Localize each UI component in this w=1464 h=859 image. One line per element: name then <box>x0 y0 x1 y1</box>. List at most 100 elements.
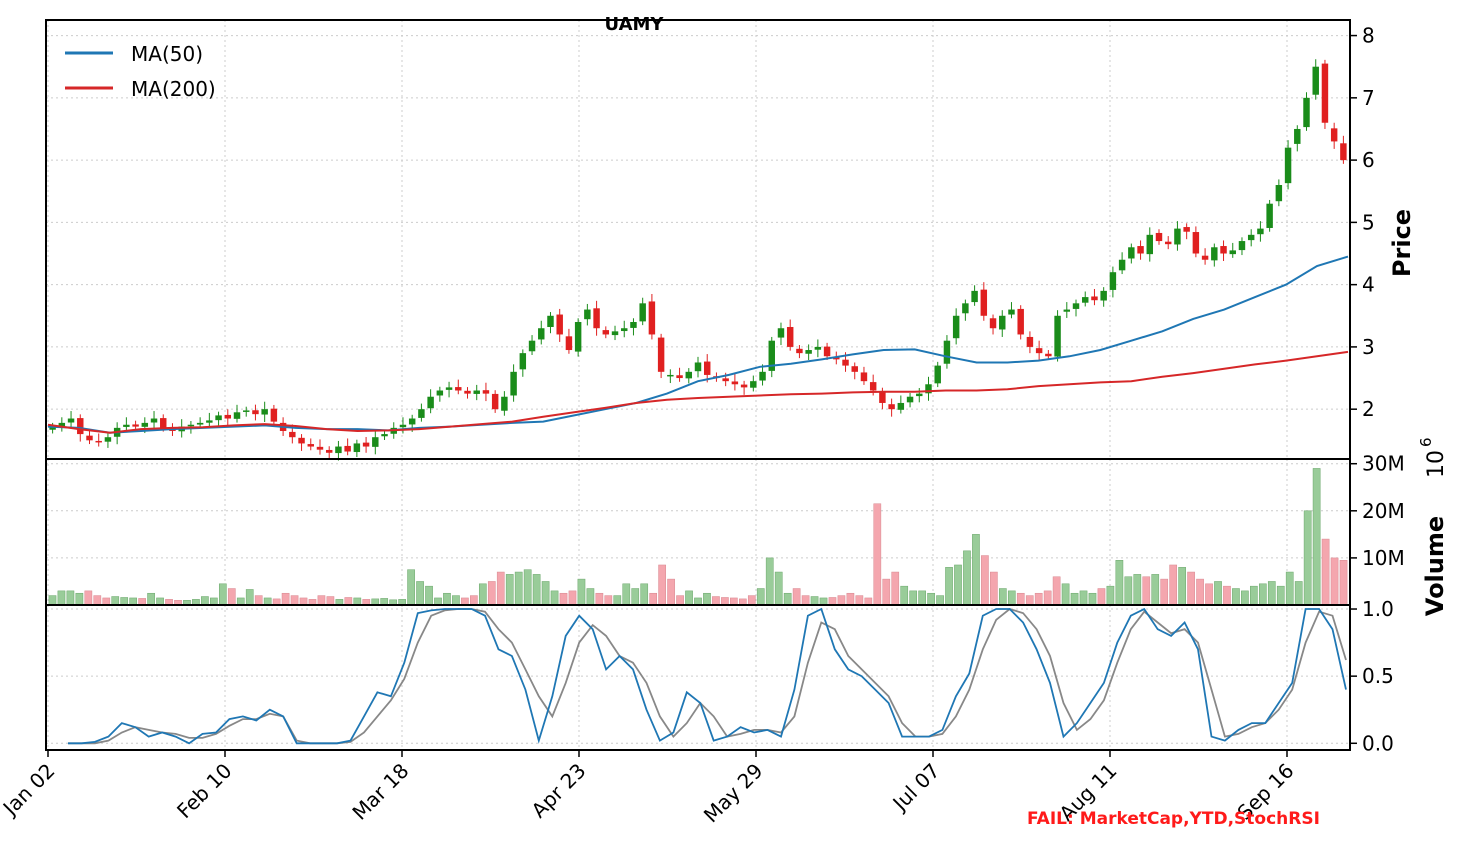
candle-body <box>759 371 766 381</box>
candle-body <box>1063 309 1071 312</box>
volume-bar <box>765 557 774 606</box>
grid-lines <box>46 20 1350 750</box>
volume-bar <box>1241 590 1249 606</box>
candle-body <box>123 424 130 427</box>
candle-body <box>408 418 416 425</box>
volume-bar <box>1321 538 1330 606</box>
candle-body <box>501 396 508 411</box>
volume-bar <box>541 581 550 606</box>
candle-body <box>1137 246 1144 254</box>
candle-body <box>335 446 342 454</box>
volume-bar <box>84 590 93 606</box>
candle-body <box>1284 147 1292 184</box>
price-tick-label: 5 <box>1362 210 1375 234</box>
ma200-line <box>47 350 1349 434</box>
stoch-k-line <box>68 607 1347 745</box>
volume-bar <box>855 595 864 606</box>
candle-body <box>740 384 748 388</box>
volume-bar <box>981 555 989 606</box>
volume-scale-exponent: 6 <box>1417 437 1435 447</box>
price-tick-label: 7 <box>1362 86 1375 110</box>
volume-bar <box>218 583 227 606</box>
volume-bar <box>685 590 693 606</box>
volume-bar <box>290 595 299 606</box>
candle-body <box>215 415 222 421</box>
candle-body <box>962 303 969 314</box>
candle-body <box>160 418 167 428</box>
candle-body <box>418 409 425 418</box>
candle-body <box>842 359 849 366</box>
volume-bar <box>1196 578 1204 606</box>
volume-bar <box>864 597 873 606</box>
volume-bar <box>756 588 765 606</box>
candle-body <box>1340 143 1347 161</box>
volume-bar <box>254 595 263 606</box>
candle-body <box>86 435 93 441</box>
candle-body <box>491 393 499 410</box>
volume-bar <box>1097 588 1106 606</box>
candle-body <box>611 331 619 336</box>
volume-bar <box>963 550 971 606</box>
candle-body <box>786 326 794 347</box>
volume-tick-label: 30M <box>1362 452 1405 476</box>
candle-body <box>989 318 997 329</box>
x-tick-label: May 29 <box>699 759 768 828</box>
price-panel <box>47 59 1349 461</box>
candle-body <box>777 328 785 338</box>
volume-bar <box>604 595 613 606</box>
candle-body <box>206 420 213 423</box>
volume-bar <box>712 596 720 606</box>
candle-body <box>58 422 66 427</box>
price-tick-label: 2 <box>1362 397 1375 421</box>
volume-bar <box>102 597 111 606</box>
legend: MA(50) MA(200) <box>65 42 216 101</box>
candle-body <box>307 444 314 447</box>
candle-body <box>934 365 941 384</box>
candle-body <box>289 431 296 438</box>
candle-body <box>261 409 268 415</box>
volume-bar <box>559 592 568 606</box>
volume-bar <box>801 595 810 606</box>
volume-bar <box>353 597 362 606</box>
volume-bar <box>496 571 505 606</box>
volume-bar <box>1160 578 1169 606</box>
candle-body <box>1192 232 1200 254</box>
stoch-tick-label: 0.5 <box>1362 664 1394 688</box>
volume-bar <box>595 592 604 606</box>
candle-body <box>270 408 278 422</box>
volume-bar <box>75 592 84 606</box>
volume-bar <box>1250 585 1258 606</box>
candle-body <box>1174 228 1181 245</box>
volume-bar <box>1061 583 1070 606</box>
candle-body <box>971 290 978 303</box>
candle-body <box>1321 63 1329 123</box>
volume-bar <box>1285 571 1294 606</box>
volume-bar <box>129 597 138 606</box>
volume-bar <box>613 595 622 606</box>
volume-bar <box>425 585 433 606</box>
volume-bar <box>1223 585 1231 606</box>
volume-bar <box>730 597 738 606</box>
candle-body <box>427 396 434 409</box>
candle-body <box>150 418 158 423</box>
candle-body <box>869 382 877 391</box>
volume-bar <box>326 596 335 606</box>
volume-bar <box>281 592 290 606</box>
candle-body <box>768 340 775 371</box>
candle-body <box>1026 336 1034 347</box>
volume-bar <box>1276 585 1285 606</box>
price-tick-label: 4 <box>1362 273 1375 297</box>
volume-bar <box>93 595 102 606</box>
candle-body <box>1045 353 1052 357</box>
candle-body <box>233 412 241 419</box>
candle-body <box>888 404 895 410</box>
volume-scale-base: 10 <box>1424 450 1449 478</box>
candle-body <box>362 442 370 447</box>
volume-bar <box>891 571 900 606</box>
candle-body <box>906 396 914 403</box>
candle-body <box>593 308 600 329</box>
candle-body <box>879 391 886 403</box>
volume-bar <box>1178 567 1186 606</box>
candle-body <box>943 340 951 364</box>
volume-bar <box>676 595 684 606</box>
